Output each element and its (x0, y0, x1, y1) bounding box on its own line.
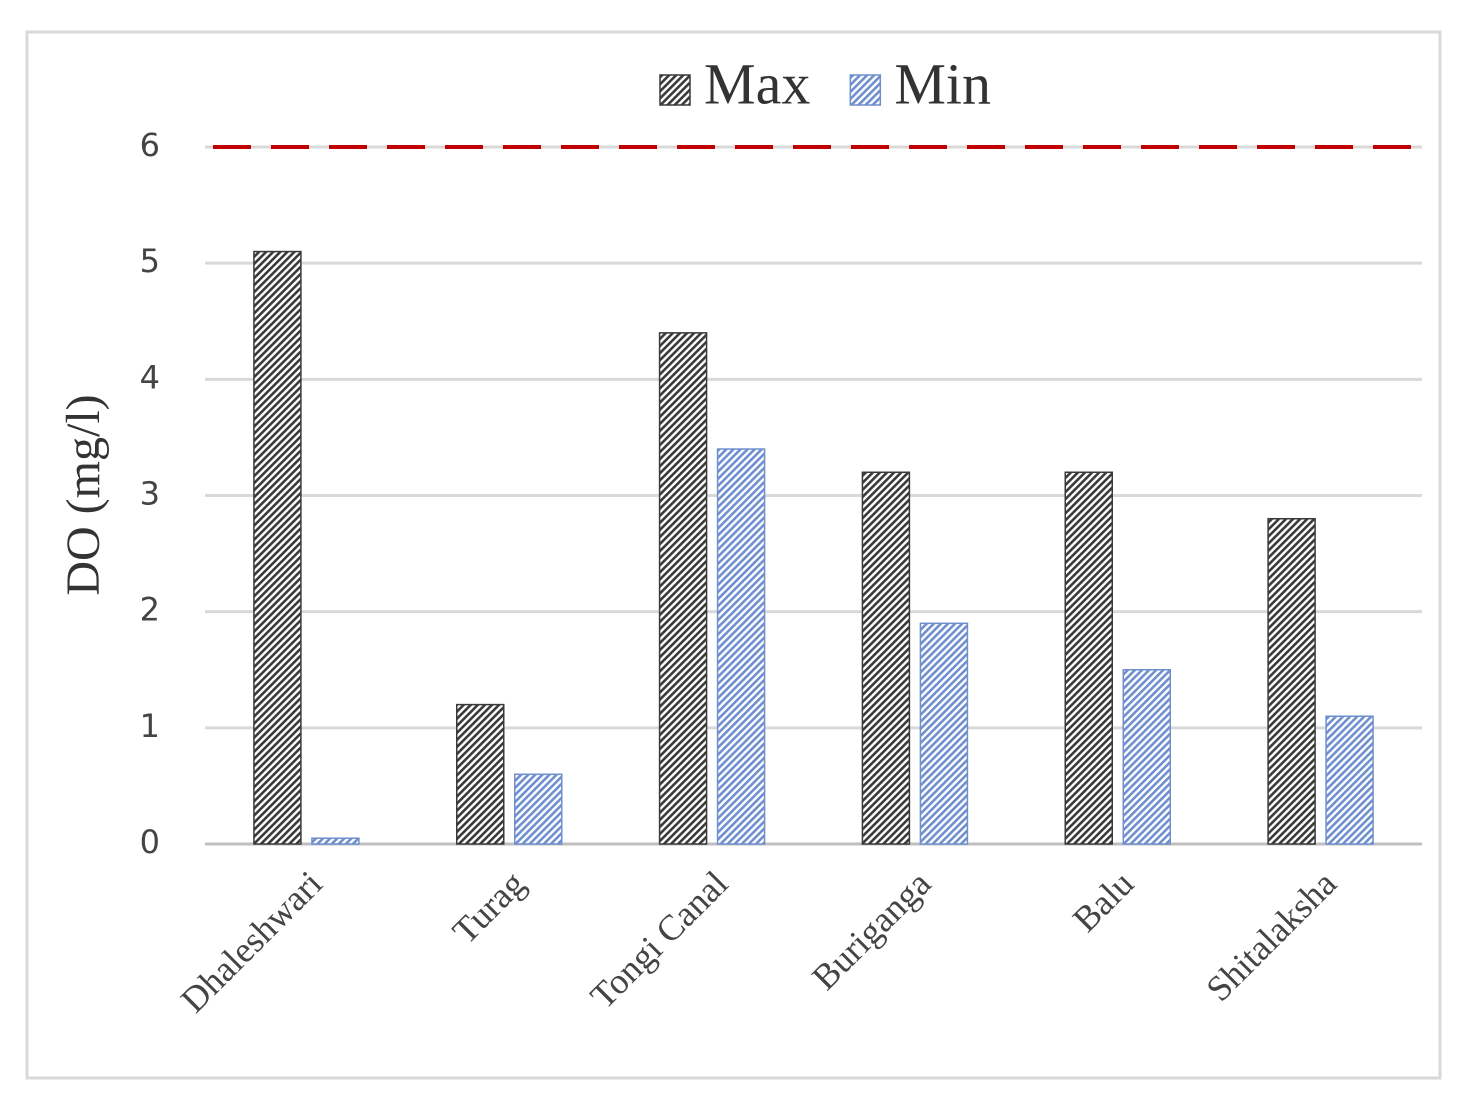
bar (311, 837, 360, 845)
y-tick-label: 6 (140, 126, 160, 164)
y-axis-label: DO (mg/l) (57, 394, 110, 595)
bar (1267, 517, 1316, 845)
bar (253, 250, 302, 845)
bar (1122, 669, 1171, 845)
bar (456, 703, 505, 845)
bar (716, 448, 766, 845)
y-tick-label: 3 (140, 475, 160, 513)
legend-swatch (659, 74, 691, 106)
y-tick-label: 5 (140, 242, 160, 280)
y-tick-label: 2 (140, 591, 160, 629)
bar (658, 332, 708, 845)
y-tick-label: 1 (140, 707, 160, 745)
bar (514, 773, 563, 845)
bar (919, 622, 969, 845)
legend-swatch (849, 74, 882, 106)
bar (1325, 715, 1374, 845)
bar (861, 471, 911, 845)
y-tick-label: 4 (140, 358, 160, 396)
legend-label: Min (894, 51, 991, 116)
legend-label: Max (704, 51, 810, 116)
bar (1064, 471, 1113, 845)
y-tick-label: 0 (140, 823, 160, 861)
